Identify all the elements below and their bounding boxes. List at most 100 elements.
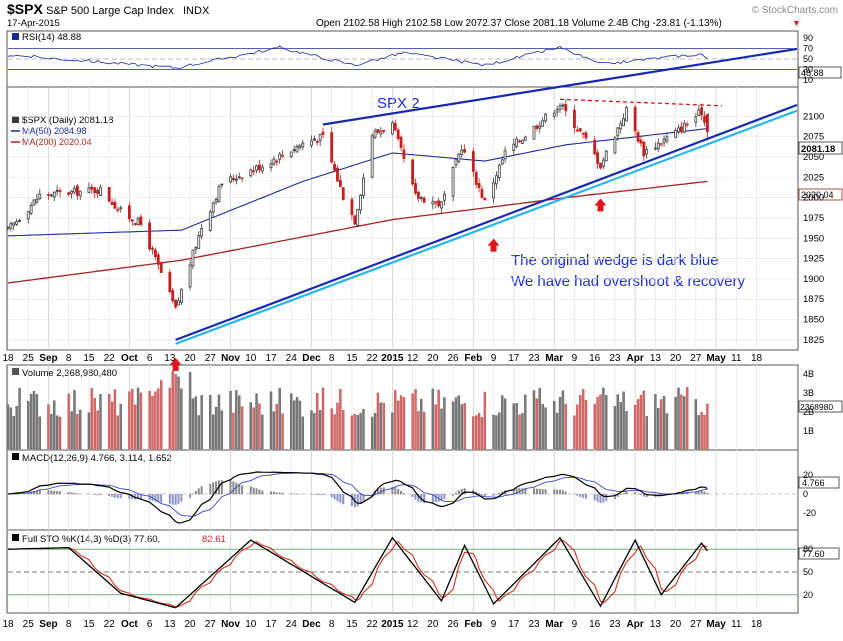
candle-body bbox=[415, 183, 417, 193]
candle-body bbox=[513, 144, 515, 150]
x-tick-label: 15 bbox=[346, 353, 358, 364]
x-tick-label: 8 bbox=[66, 619, 72, 630]
candle-body bbox=[56, 190, 58, 191]
x-tick-label: 24 bbox=[286, 619, 298, 630]
price-tick-label: 1900 bbox=[803, 274, 824, 285]
x-tick-label: 25 bbox=[23, 619, 35, 630]
volume-bar bbox=[238, 396, 240, 449]
rsi-tick-label: 90 bbox=[803, 33, 813, 43]
macd-histogram-bar bbox=[533, 488, 535, 494]
macd-histogram-bar bbox=[493, 494, 495, 496]
volume-bar bbox=[282, 414, 284, 449]
candle-body bbox=[660, 144, 662, 145]
x-tick-label: 11 bbox=[731, 353, 742, 364]
volume-bar bbox=[521, 413, 523, 449]
macd-histogram-bar bbox=[53, 491, 55, 495]
volume-bar bbox=[137, 388, 139, 449]
x-tick-label: 23 bbox=[609, 353, 621, 364]
candle-body bbox=[120, 208, 122, 209]
x-tick-label: Feb bbox=[464, 353, 482, 364]
volume-bar bbox=[599, 395, 601, 449]
x-tick-label: 26 bbox=[448, 619, 460, 630]
volume-bar bbox=[33, 391, 35, 449]
volume-bar bbox=[209, 395, 211, 449]
candle-body bbox=[371, 136, 373, 177]
x-tick-label: 8 bbox=[329, 353, 335, 364]
macd-histogram-bar bbox=[261, 491, 263, 495]
x-tick-label: 24 bbox=[286, 353, 298, 364]
macd-histogram-bar bbox=[403, 493, 405, 494]
volume-bar bbox=[420, 399, 422, 449]
volume-bar bbox=[114, 390, 116, 449]
macd-histogram-bar bbox=[498, 493, 500, 494]
volume-bar bbox=[403, 397, 405, 449]
volume-bar bbox=[374, 413, 376, 449]
candle-body bbox=[154, 250, 156, 256]
candle-body bbox=[97, 190, 99, 193]
macd-histogram-bar bbox=[625, 491, 627, 494]
volume-bar bbox=[154, 392, 156, 449]
candle-body bbox=[704, 116, 706, 122]
x-tick-label: 8 bbox=[329, 619, 335, 630]
candle-body bbox=[253, 171, 255, 172]
x-tick-label: 10 bbox=[245, 619, 257, 630]
volume-bar bbox=[357, 415, 359, 449]
volume-bar bbox=[475, 416, 477, 449]
macd-tick-label: -20 bbox=[803, 508, 816, 518]
macd-histogram-bar bbox=[542, 489, 544, 494]
candle-body bbox=[472, 152, 474, 172]
x-tick-label: 27 bbox=[205, 619, 217, 630]
macd-histogram-bar bbox=[637, 494, 639, 495]
volume-bar bbox=[383, 403, 385, 449]
volume-bar bbox=[195, 397, 197, 449]
candle-body bbox=[643, 142, 645, 156]
macd-histogram-bar bbox=[279, 493, 281, 495]
macd-histogram-bar bbox=[296, 494, 298, 495]
volume-bar bbox=[701, 412, 703, 449]
volume-bar bbox=[377, 393, 379, 449]
macd-histogram-bar bbox=[241, 485, 243, 494]
candle-body bbox=[91, 187, 93, 189]
macd-histogram-bar bbox=[620, 494, 622, 495]
volume-bar bbox=[232, 413, 234, 449]
candle-body bbox=[394, 123, 396, 129]
candle-body bbox=[299, 145, 301, 147]
volume-bar bbox=[334, 414, 336, 449]
volume-bar bbox=[230, 391, 232, 449]
candle-body bbox=[498, 165, 500, 177]
volume-bar bbox=[657, 408, 659, 449]
x-tick-label: 18 bbox=[751, 619, 763, 630]
x-tick-label: Mar bbox=[545, 353, 563, 364]
candle-body bbox=[189, 265, 191, 287]
candle-body bbox=[7, 227, 9, 228]
candle-body bbox=[640, 140, 642, 143]
candle-body bbox=[441, 202, 443, 208]
candle-body bbox=[706, 114, 708, 131]
rsi-tick-label: 70 bbox=[803, 44, 813, 54]
candle-body bbox=[261, 167, 263, 171]
volume-bar bbox=[602, 388, 604, 449]
candle-body bbox=[354, 216, 356, 224]
macd-histogram-bar bbox=[293, 494, 295, 495]
x-tick-label: Apr bbox=[627, 619, 644, 630]
macd-histogram-bar bbox=[634, 492, 636, 494]
candle-body bbox=[380, 131, 382, 134]
volume-bar bbox=[134, 405, 136, 449]
volume-bar bbox=[59, 417, 61, 449]
candle-body bbox=[521, 140, 523, 143]
macd-histogram-bar bbox=[562, 490, 564, 494]
macd-histogram-bar bbox=[322, 494, 324, 495]
candle-body bbox=[594, 140, 596, 154]
volume-bar bbox=[189, 372, 191, 449]
candle-body bbox=[675, 131, 677, 138]
candle-body bbox=[13, 223, 15, 225]
sto-label-text: Full STO %K(14,3) %D(3) 77.60, bbox=[22, 534, 160, 545]
candle-body bbox=[646, 150, 648, 154]
volume-bar bbox=[556, 413, 558, 449]
price-tick-label: 2075 bbox=[803, 132, 824, 143]
macd-histogram-bar bbox=[149, 494, 151, 500]
volume-bar bbox=[495, 416, 497, 449]
volume-bar bbox=[423, 412, 425, 449]
volume-bar bbox=[412, 394, 414, 449]
x-tick-label: 2015 bbox=[381, 619, 404, 630]
